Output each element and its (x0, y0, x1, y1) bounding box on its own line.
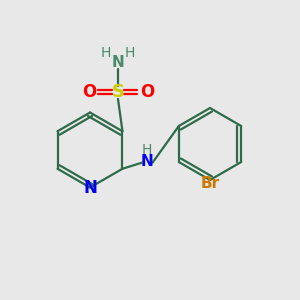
Text: H: H (101, 46, 111, 60)
Text: H: H (125, 46, 135, 60)
Text: O: O (82, 83, 96, 101)
Text: S: S (112, 83, 124, 101)
Text: O: O (140, 83, 154, 101)
Text: H: H (142, 143, 152, 157)
Text: Br: Br (200, 176, 220, 190)
Text: N: N (141, 154, 154, 169)
Text: N: N (112, 55, 124, 70)
Text: N: N (83, 179, 97, 197)
